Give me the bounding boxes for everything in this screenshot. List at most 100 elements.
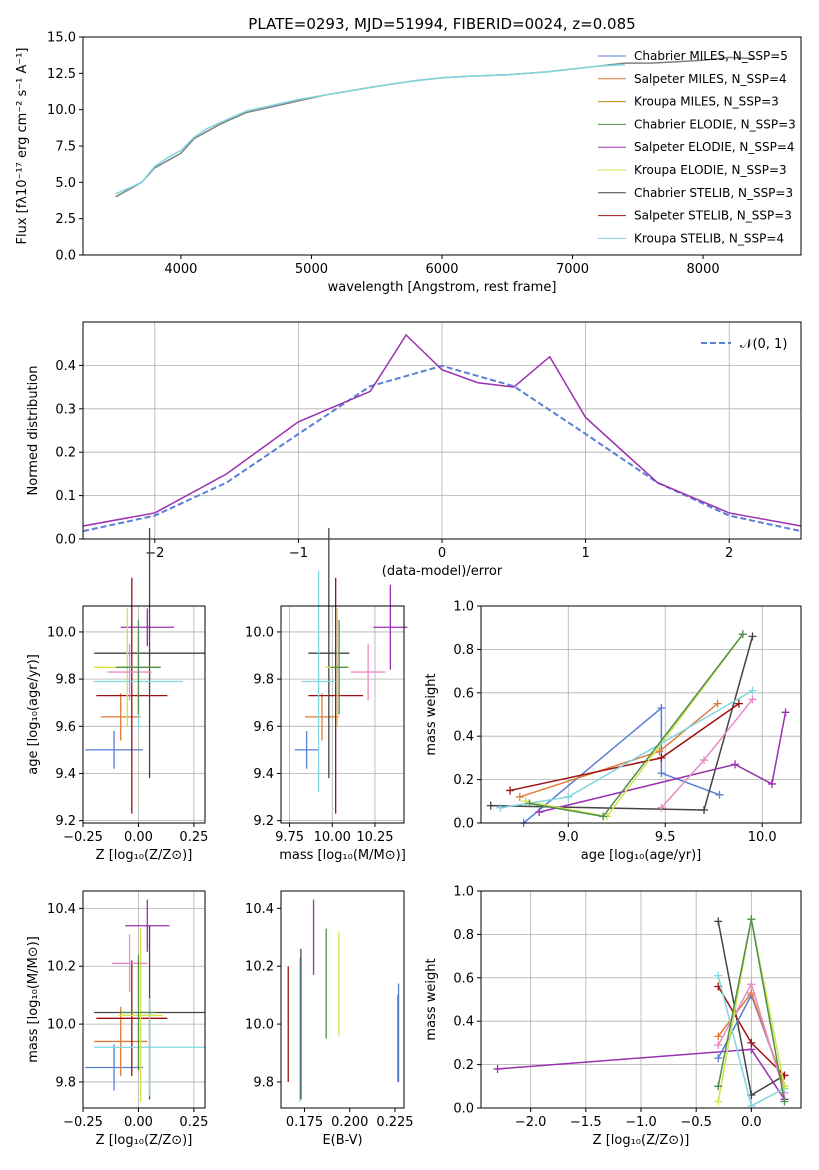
y-tick-label: 0.6	[453, 971, 474, 986]
x-axis-label: Z [log₁₀(Z/Z⊙)]	[96, 848, 193, 863]
data-point	[493, 1064, 502, 1073]
data-point	[496, 803, 505, 812]
panel-2	[79, 528, 206, 827]
y-axis-label: mass [log₁₀(M/M⊙)]	[26, 936, 41, 1063]
y-tick-label: 0.4	[453, 730, 474, 745]
x-tick-label: 8000	[687, 262, 720, 277]
y-tick-label: 10.0	[47, 1018, 76, 1033]
legend-label: Kroupa MILES, N_SSP=3	[634, 95, 779, 109]
data-point	[714, 1032, 723, 1041]
data-point	[714, 917, 723, 926]
legend-label: Kroupa STELIB, N_SSP=4	[634, 231, 784, 245]
x-tick-label: −0.25	[63, 830, 103, 845]
data-point	[781, 708, 790, 717]
data-point	[700, 756, 709, 765]
x-tick-label: −2.0	[515, 1115, 547, 1130]
data-point	[780, 1097, 789, 1106]
chart-title: PLATE=0293, MJD=51994, FIBERID=0024, z=0…	[248, 15, 635, 33]
y-tick-label: 0.8	[453, 643, 474, 658]
y-tick-label: 9.4	[253, 767, 274, 782]
x-tick-label: 7000	[556, 262, 589, 277]
data-point	[714, 1041, 723, 1050]
x-tick-label: 0.00	[124, 830, 153, 845]
data-point	[715, 790, 724, 799]
data-point	[714, 1097, 723, 1106]
series-line	[539, 712, 787, 813]
data-point	[714, 971, 723, 980]
data-point	[738, 630, 747, 639]
data-point	[747, 915, 756, 924]
data-point	[748, 632, 757, 641]
data-point	[599, 812, 608, 821]
y-tick-label: 0.0	[55, 533, 76, 548]
y-tick-label: 9.8	[253, 1075, 274, 1090]
x-tick-label: 0.25	[179, 1115, 208, 1130]
y-tick-label: 9.6	[253, 720, 274, 735]
y-tick-label: 9.2	[253, 814, 274, 829]
data-point	[747, 980, 756, 989]
panel-3	[277, 528, 408, 827]
legend-label: 𝒩(0, 1)	[740, 337, 787, 352]
panel-5	[79, 890, 206, 1112]
data-point	[734, 699, 743, 708]
x-tick-label: −2	[145, 546, 164, 561]
series-line	[660, 698, 754, 809]
y-tick-label: 15.0	[47, 31, 76, 46]
axes-frame	[280, 890, 405, 1109]
x-axis-label: wavelength [Angstrom, rest frame]	[328, 280, 557, 295]
x-tick-label: 10.00	[314, 830, 351, 845]
x-axis-label: (data-model)/error	[382, 564, 503, 579]
data-point	[748, 686, 757, 695]
x-axis-label: mass [log₁₀(M/M⊙)]	[279, 848, 406, 863]
data-point	[731, 760, 740, 769]
x-axis-label: E(B-V)	[322, 1133, 362, 1148]
data-point	[486, 801, 495, 810]
y-axis-label: age [log₁₀(age/yr)]	[26, 654, 41, 775]
data-point	[655, 747, 664, 756]
data-point	[657, 753, 666, 762]
y-tick-label: 10.0	[47, 103, 76, 118]
data-point	[700, 805, 709, 814]
y-tick-label: 0.8	[453, 928, 474, 943]
panel-7	[477, 890, 802, 1112]
y-tick-label: 9.8	[253, 673, 274, 688]
data-point	[535, 808, 544, 817]
y-tick-label: 9.2	[55, 814, 76, 829]
y-axis-label: mass weight	[424, 958, 439, 1040]
legend-label: Salpeter STELIB, N_SSP=3	[634, 209, 792, 223]
y-tick-label: 10.2	[245, 960, 274, 975]
legend-label: Chabrier MILES, N_SSP=5	[634, 49, 788, 63]
y-tick-label: 0.6	[453, 686, 474, 701]
axes-frame	[82, 605, 206, 824]
y-tick-label: 0.0	[453, 817, 474, 832]
data-point	[713, 699, 722, 708]
x-tick-label: 0	[438, 546, 446, 561]
y-axis-label: Flux [fλ10⁻¹⁷ erg cm⁻² s⁻¹ A⁻¹]	[15, 48, 30, 245]
x-tick-label: −1.0	[625, 1115, 657, 1130]
x-tick-label: 10.0	[748, 830, 777, 845]
y-tick-label: 9.8	[55, 673, 76, 688]
y-tick-label: 9.4	[55, 767, 76, 782]
x-tick-label: 6000	[425, 262, 458, 277]
series-line	[509, 703, 740, 792]
x-axis-label: age [log₁₀(age/yr)]	[581, 848, 702, 863]
y-tick-label: 0.4	[453, 1015, 474, 1030]
data-point	[525, 799, 534, 808]
x-axis-label: Z [log₁₀(Z/Z⊙)]	[593, 1133, 690, 1148]
x-tick-label: 10.25	[356, 830, 393, 845]
x-tick-label: 0.00	[124, 1115, 153, 1130]
legend-label: Salpeter MILES, N_SSP=4	[634, 72, 787, 86]
legend-label: Chabrier STELIB, N_SSP=3	[634, 186, 793, 200]
series-line	[82, 333, 802, 527]
x-tick-label: 0.25	[179, 830, 208, 845]
x-tick-label: 0.175	[286, 1115, 323, 1130]
y-tick-label: 10.4	[47, 902, 76, 917]
y-tick-label: 0.0	[453, 1102, 474, 1117]
x-tick-label: 4000	[164, 262, 197, 277]
y-tick-label: 10.2	[47, 960, 76, 975]
legend-label: Salpeter ELODIE, N_SSP=4	[634, 140, 795, 154]
data-point	[657, 769, 666, 778]
y-tick-label: 0.3	[55, 402, 76, 417]
y-tick-label: 0.2	[55, 446, 76, 461]
x-tick-label: −0.5	[680, 1115, 712, 1130]
